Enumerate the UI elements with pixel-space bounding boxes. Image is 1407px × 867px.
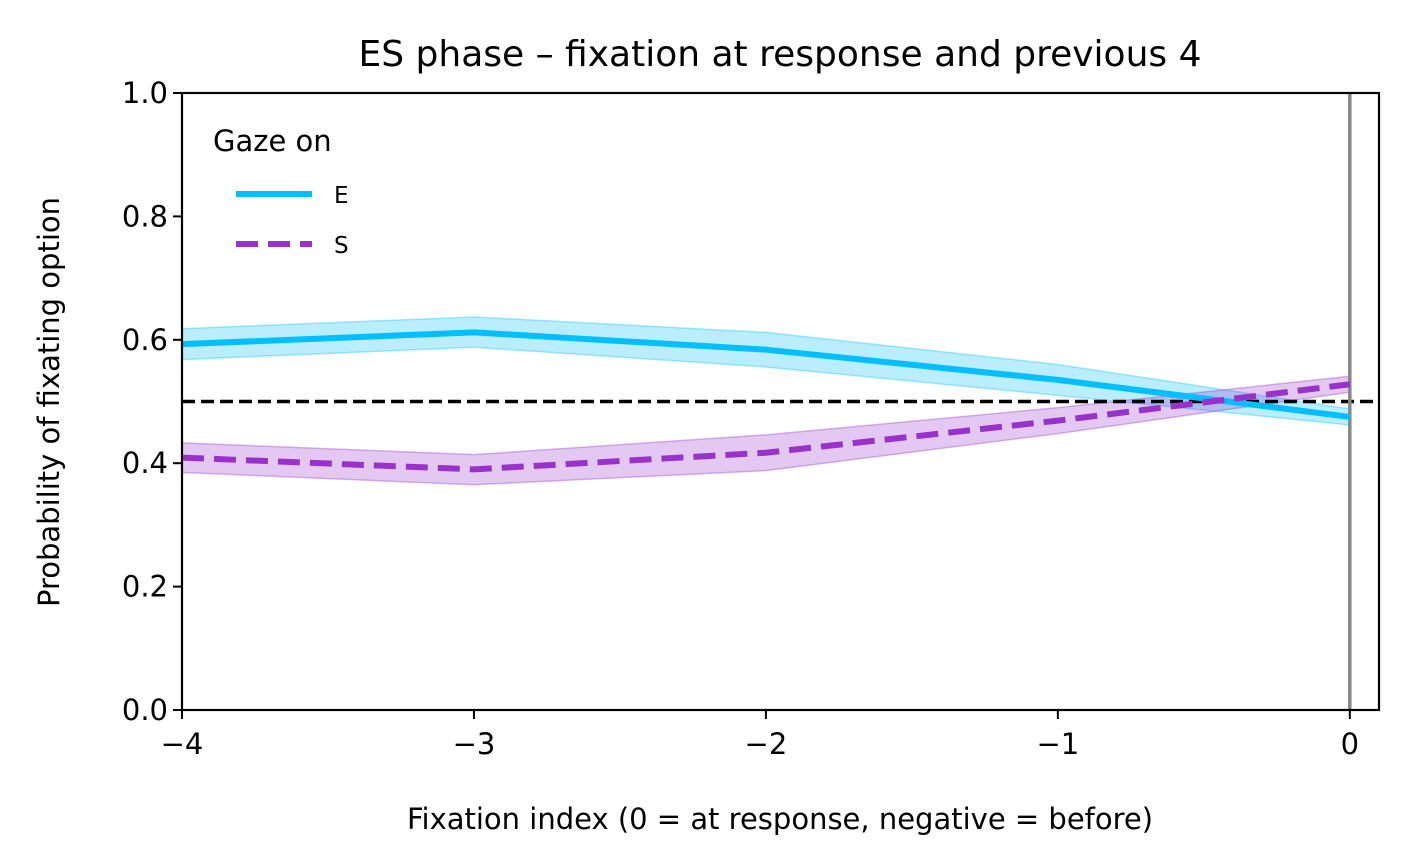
legend-label-s: S (334, 233, 349, 259)
chart-title: ES phase – fixation at response and prev… (358, 34, 1201, 75)
x-tick-label-4: 0 (1341, 727, 1359, 761)
x-tick-label-2: −2 (745, 727, 788, 761)
legend-label-e: E (334, 183, 349, 209)
y-tick-label-5: 1.0 (122, 76, 168, 110)
y-axis-label: Probability of fixating option (32, 197, 66, 607)
y-tick-label-4: 0.8 (122, 199, 168, 233)
y-tick-label-0: 0.0 (122, 693, 168, 727)
y-tick-label-3: 0.6 (122, 323, 168, 357)
x-tick-label-3: −1 (1036, 727, 1079, 761)
x-tick-label-0: −4 (161, 727, 204, 761)
plot-area: −4 −3 −2 −1 0 0.0 0.2 0.4 0.6 0.8 1.0 (122, 76, 1381, 761)
y-tick-label-2: 0.4 (122, 446, 168, 480)
x-axis-label: Fixation index (0 = at response, negativ… (407, 802, 1153, 836)
x-tick-label-1: −3 (453, 727, 496, 761)
legend-title: Gaze on (213, 124, 332, 158)
axes-frame (180, 91, 1381, 712)
y-tick-label-1: 0.2 (122, 570, 168, 604)
legend: Gaze on ES (213, 124, 349, 259)
